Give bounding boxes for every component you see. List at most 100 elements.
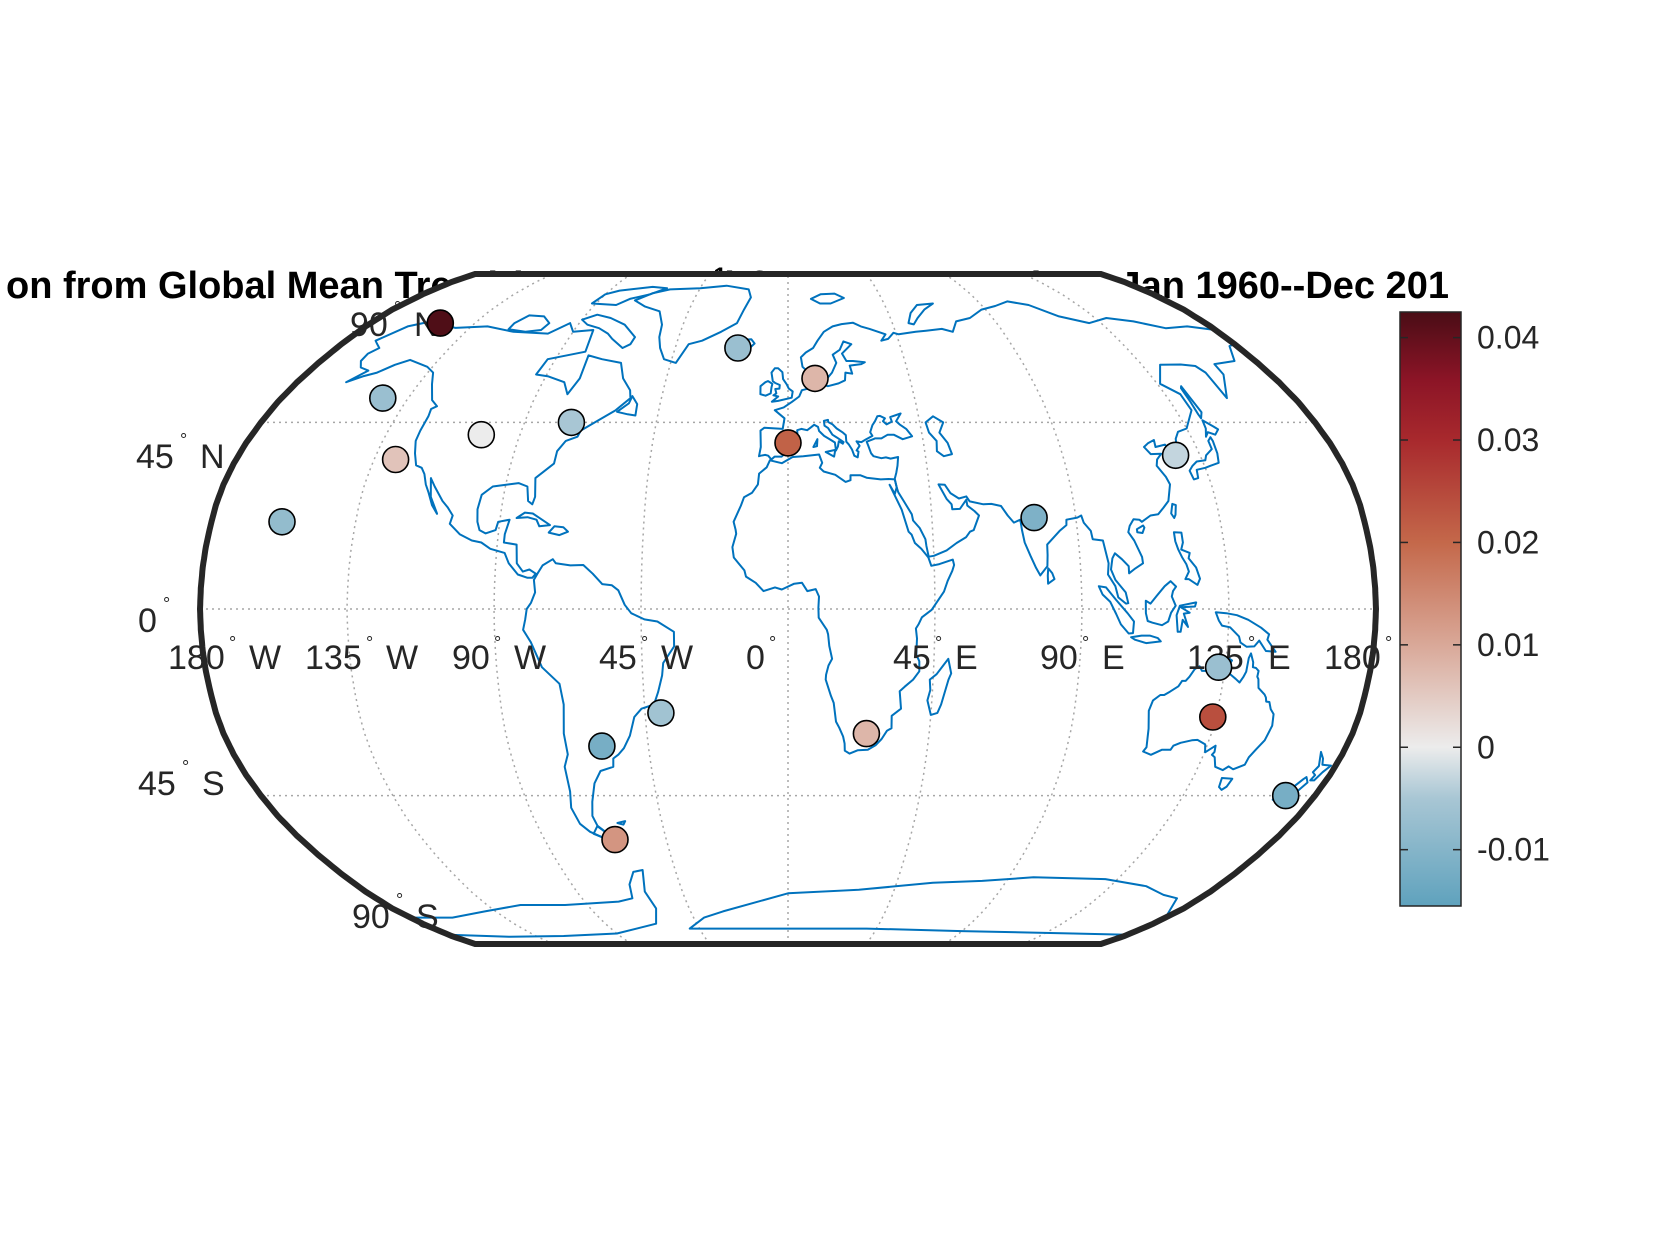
lat-label: 90 ° S (352, 890, 439, 936)
degree-symbol: ° (229, 633, 236, 653)
station-marker (1199, 703, 1227, 731)
station-marker (647, 699, 675, 727)
lon-label-text: 180 (1324, 639, 1381, 677)
station-marker (1161, 441, 1190, 470)
degree-symbol: ° (394, 298, 401, 318)
station-marker (268, 507, 296, 536)
lon-label: 90 ° E (1040, 633, 1125, 677)
lat-label-text: 45 (138, 765, 176, 803)
colorbar-tick-label: 0 (1477, 729, 1495, 765)
coastline-sulawesi (1175, 601, 1198, 633)
degree-symbol: ° (366, 633, 373, 653)
coastline-north-america (345, 321, 632, 579)
lon-label: 180 ° (1324, 633, 1392, 677)
lon-label: 135°E (1187, 633, 1291, 677)
coastline-hainan (1135, 524, 1146, 534)
degree-symbol: ° (1082, 633, 1089, 653)
lon-label: 90 ° W (452, 633, 546, 677)
degree-symbol: ° (396, 890, 403, 910)
coastline-new-zealand-north (1309, 750, 1332, 782)
lon-label: 180 ° W (168, 633, 281, 677)
lon-label-text: 180 (168, 639, 225, 677)
degree-symbol: ° (180, 430, 187, 450)
meridian-line (640, 274, 711, 944)
station-marker (381, 445, 410, 474)
coastline-tasmania (1218, 777, 1234, 791)
coastline-madagascar (926, 657, 953, 716)
map-panel: 90 ° N45 ° N0 °45 ° S90 ° S 180 ° W 135 ° W 90 ° W 45 ° W 0 ° 4… (136, 271, 1392, 947)
lat-label: 45 ° N (136, 430, 225, 476)
degree-symbol: ° (935, 633, 942, 653)
coastline-sicily (824, 448, 837, 458)
lat-label: 0 ° (138, 594, 170, 640)
coastline-newfoundland (616, 395, 639, 417)
coastline-eurasia (758, 300, 1236, 605)
colorbar-gradient (1399, 311, 1462, 907)
lon-hemisphere: W (249, 639, 281, 677)
lat-hemisphere: S (416, 898, 439, 936)
lat-label-text: 45 (136, 438, 174, 476)
coastline-falklands (616, 820, 627, 826)
coastline-baffin (581, 313, 636, 349)
coastline-svalbard (809, 292, 845, 305)
station-marker (774, 429, 802, 457)
coastline-caspian (924, 415, 953, 458)
lat-hemisphere: N (200, 438, 225, 476)
coastline-ellesmere (590, 285, 669, 306)
station-marker (426, 309, 455, 337)
coastline-java (1130, 634, 1162, 645)
lon-hemisphere: E (955, 639, 978, 677)
coastline-south-america (522, 558, 676, 839)
lon-label-text: 45 (893, 639, 931, 677)
coastline-philippines (1172, 531, 1201, 586)
meridian-line (1022, 274, 1230, 944)
colorbar: -0.01 0 0.01 0.02 0.03 0.04 (1399, 311, 1550, 907)
lon-hemisphere: E (1268, 639, 1291, 677)
lon-hemisphere: W (514, 639, 546, 677)
station-marker (1271, 781, 1300, 810)
lon-label: 45 ° E (893, 633, 978, 677)
degree-symbol: ° (1248, 633, 1255, 653)
degree-symbol: ° (769, 633, 776, 653)
coastline-africa (731, 453, 956, 755)
coastline-japan (1188, 436, 1220, 481)
lon-label: 0 ° (746, 633, 776, 677)
lat-label-text: 90 (352, 898, 390, 936)
coastline-sardinia (812, 438, 819, 448)
latitude-labels: 90 ° N45 ° N0 °45 ° S90 ° S (136, 298, 439, 936)
lat-label-text: 90 (350, 306, 388, 344)
colorbar-tick-label: 0.01 (1477, 627, 1539, 663)
lat-hemisphere: S (202, 765, 225, 803)
station-marker (1204, 653, 1233, 682)
lat-label: 45 ° S (138, 757, 225, 803)
graticule (200, 274, 1376, 944)
station-marker (557, 408, 586, 437)
colorbar-tick-label: 0.04 (1477, 320, 1539, 356)
coastline-new-guinea (1214, 611, 1277, 653)
degree-symbol: ° (163, 594, 170, 614)
station-marker (724, 334, 752, 362)
lon-label-text: 90 (452, 639, 490, 677)
coastline-taiwan (1170, 502, 1177, 519)
coastline-victoria-island (507, 314, 551, 333)
station-markers (268, 309, 1300, 854)
map-frame (196, 271, 1380, 947)
lon-label: 135 ° W (305, 633, 418, 677)
station-marker (368, 384, 397, 412)
lon-label: 45 ° W (599, 633, 693, 677)
lon-label-text: 0 (746, 639, 765, 677)
lon-label-text: 135 (305, 639, 362, 677)
station-marker (467, 420, 496, 449)
coastline-sumatra (1097, 585, 1135, 635)
meridian-line (346, 274, 554, 944)
station-marker (588, 732, 616, 760)
lon-hemisphere: W (661, 639, 693, 677)
coastline-hokkaido (1201, 419, 1220, 438)
coastline-borneo (1144, 580, 1178, 627)
lon-hemisphere: W (386, 639, 418, 677)
degree-symbol: ° (494, 633, 501, 653)
degree-symbol: ° (1385, 633, 1392, 653)
lon-label-text: 45 (599, 639, 637, 677)
